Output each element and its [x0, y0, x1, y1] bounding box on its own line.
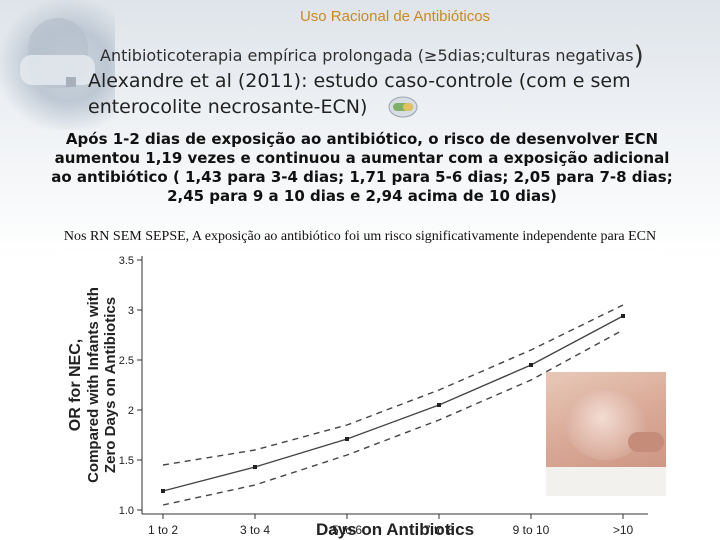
y-tick-label: 1.0 [119, 505, 134, 517]
y-axis-label-line: OR for NEC, [67, 339, 84, 431]
data-point [161, 489, 165, 493]
infant-abdomen-photo [546, 372, 666, 496]
data-point [437, 403, 441, 407]
data-point [345, 437, 349, 441]
x-tick-label: 7 to 8 [424, 523, 454, 537]
chart-series [161, 304, 625, 506]
photo-cloth [546, 467, 666, 496]
y-tick-label: 3 [128, 305, 134, 317]
slide-title: Uso Racional de Antibióticos [299, 8, 491, 25]
data-point [253, 465, 257, 469]
y-tick-label: 2.5 [119, 355, 134, 367]
surgeon-photo [0, 0, 115, 130]
slide-subtitle: Antibioticoterapia empírica prolongada (… [100, 41, 644, 71]
y-tick-label: 3.5 [119, 255, 134, 267]
photo-limb [628, 432, 664, 452]
y-tick-label: 1.5 [119, 455, 134, 467]
y-axis-label: OR for NEC, Compared with Infants with Zer… [67, 287, 119, 483]
data-point [621, 314, 625, 318]
chart-svg: OR for NEC, Compared with Infants with Zer… [67, 255, 648, 539]
x-axis-label: Days on Antibiotics [316, 520, 474, 539]
y-tick-label: 2 [128, 405, 134, 417]
subtitle-text: Antibioticoterapia empírica prolongada (… [100, 46, 634, 65]
y-ticks: 1.0 1.5 2 2.5 3 3.5 [119, 255, 142, 517]
data-point [529, 363, 533, 367]
subtitle-close-paren: ) [633, 41, 644, 71]
pill-icon [388, 96, 418, 118]
series-line-dashed-lower [162, 329, 624, 506]
sepse-note: Nos RN SEM SEPSE, A exposição ao antibió… [63, 229, 657, 244]
x-tick-label: >10 [613, 523, 634, 537]
surgeon-mask [20, 55, 95, 85]
bullet-text: Alexandre et al (2011): estudo caso-cont… [88, 70, 631, 118]
y-axis-label-line: Compared with Infants with [85, 287, 102, 483]
series-line-solid [162, 315, 624, 492]
risk-paragraph: Após 1-2 dias de exposição ao antibiótic… [51, 130, 673, 205]
x-tick-label: 9 to 10 [513, 523, 550, 537]
x-ticks: 1 to 2 3 to 4 5 to 6 7 to 8 9 to 10 >10 [148, 514, 634, 537]
x-tick-label: 1 to 2 [148, 523, 178, 537]
y-axis-label-line: Zero Days on Antibiotics [102, 297, 119, 473]
x-tick-label: 5 to 6 [332, 523, 362, 537]
square-bullet-icon [66, 77, 76, 87]
series-line-dashed-upper [162, 304, 624, 466]
x-tick-label: 3 to 4 [240, 523, 270, 537]
